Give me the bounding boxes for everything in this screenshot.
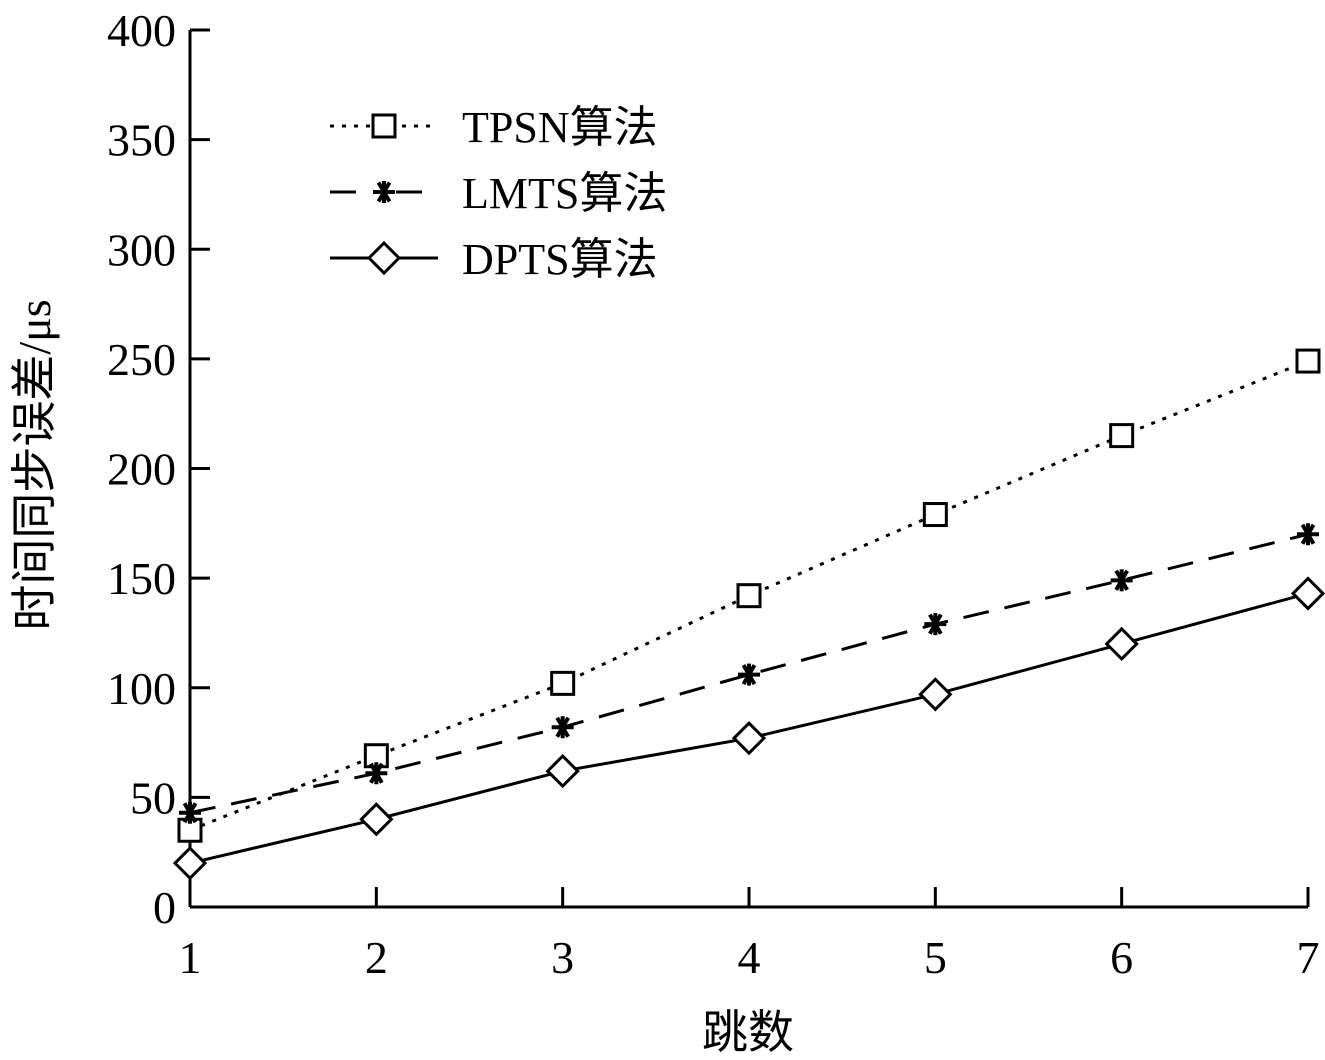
y-tick-label: 50 — [130, 772, 176, 823]
data-point — [1109, 423, 1135, 449]
axes: 0 50 100 150 200 250 300 350 400 1 2 3 4 5 6 7 — [107, 5, 1320, 983]
data-point — [172, 846, 208, 881]
legend-label: LMTS算法 — [462, 169, 667, 218]
data-point — [731, 721, 767, 756]
data-point — [922, 502, 948, 528]
data-point — [545, 753, 580, 789]
legend-item: LMTS算法 — [330, 169, 667, 218]
series-layer — [172, 348, 1325, 881]
y-tick-label: 350 — [107, 115, 176, 166]
x-tick-label: 1 — [179, 932, 202, 983]
x-tick-label: 5 — [924, 932, 947, 983]
data-point — [1295, 348, 1321, 374]
data-point — [359, 802, 394, 837]
data-point — [1290, 576, 1325, 611]
x-tick-label: 6 — [1110, 932, 1133, 983]
legend-marker — [371, 113, 397, 139]
y-tick-label: 300 — [107, 224, 176, 275]
y-tick-label: 100 — [107, 663, 176, 714]
y-tick-label: 0 — [153, 882, 176, 933]
y-tick-label: 200 — [107, 444, 176, 495]
series-2 — [179, 523, 1319, 824]
y-axis-title: 时间同步误差/μs — [9, 299, 60, 630]
y-tick-label: 400 — [107, 5, 176, 56]
data-point — [918, 677, 953, 712]
data-point — [1104, 626, 1139, 662]
data-point — [365, 762, 388, 785]
legend: TPSN算法 LMTS算法 DPTS算法 — [330, 103, 667, 284]
data-point — [550, 670, 576, 696]
x-tick-label: 3 — [551, 932, 574, 983]
data-point — [1297, 523, 1319, 546]
x-axis-title: 跳数 — [702, 1007, 794, 1058]
data-point — [738, 663, 760, 686]
y-tick-label: 250 — [107, 334, 176, 385]
legend-label: TPSN算法 — [462, 103, 658, 152]
x-tick-label: 4 — [738, 932, 761, 983]
data-point — [1110, 569, 1133, 592]
x-tick-label: 7 — [1297, 932, 1320, 983]
data-point — [179, 801, 201, 824]
x-tick-label: 2 — [365, 932, 388, 983]
legend-marker — [366, 240, 402, 276]
legend-label: DPTS算法 — [462, 235, 658, 284]
y-tick-label: 150 — [107, 553, 176, 604]
series-3 — [172, 576, 1325, 881]
legend-item: TPSN算法 — [330, 103, 658, 152]
data-point — [551, 716, 574, 739]
legend-item: DPTS算法 — [330, 235, 658, 284]
data-point — [736, 583, 762, 609]
series-1 — [177, 348, 1321, 843]
data-point — [924, 613, 947, 636]
legend-marker — [373, 181, 395, 203]
